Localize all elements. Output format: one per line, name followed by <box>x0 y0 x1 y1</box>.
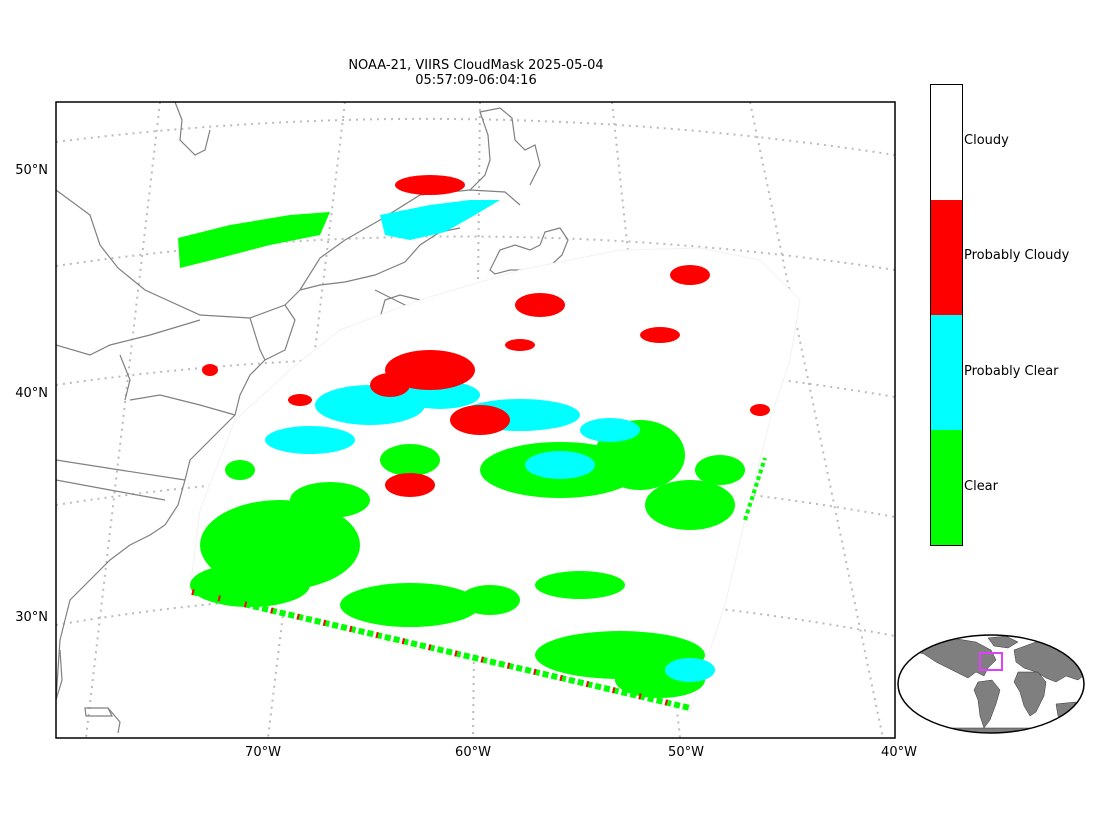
colorbar <box>930 84 963 546</box>
colorbar-probably-cloudy <box>931 200 962 315</box>
swath-edge-clear <box>191 589 691 711</box>
globe-locator-inset <box>897 634 1085 734</box>
region-box <box>979 652 1003 671</box>
colorbar-label-clear: Clear <box>964 479 998 494</box>
map-frame <box>55 101 896 739</box>
lon-label-70w: 70°W <box>245 745 281 760</box>
lon-label-60w: 60°W <box>455 745 491 760</box>
lat-label-50: 50°N <box>15 163 48 178</box>
title-line-1: NOAA-21, VIIRS CloudMask 2025-05-04 <box>348 58 604 73</box>
probably-cloudy-regions <box>202 175 770 497</box>
map-title: NOAA-21, VIIRS CloudMask 2025-05-04 05:5… <box>256 58 696 88</box>
colorbar-probably-clear <box>931 315 962 430</box>
colorbar-label-cloudy: Cloudy <box>964 133 1009 148</box>
lon-label-40w: 40°W <box>881 745 917 760</box>
swath-east-edge <box>743 457 767 521</box>
lat-label-30: 30°N <box>15 610 48 625</box>
colorbar-label-probably-cloudy: Probably Cloudy <box>964 248 1070 263</box>
satellite-swath <box>178 175 801 713</box>
colorbar-label-probably-clear: Probably Clear <box>964 364 1059 379</box>
globe-outline <box>897 634 1085 734</box>
lon-label-50w: 50°W <box>668 745 704 760</box>
colorbar-clear <box>931 430 962 545</box>
title-line-2: 05:57:09-06:04:16 <box>415 73 537 88</box>
lat-label-40: 40°N <box>15 386 48 401</box>
map-content <box>56 102 895 738</box>
colorbar-cloudy <box>931 85 962 200</box>
